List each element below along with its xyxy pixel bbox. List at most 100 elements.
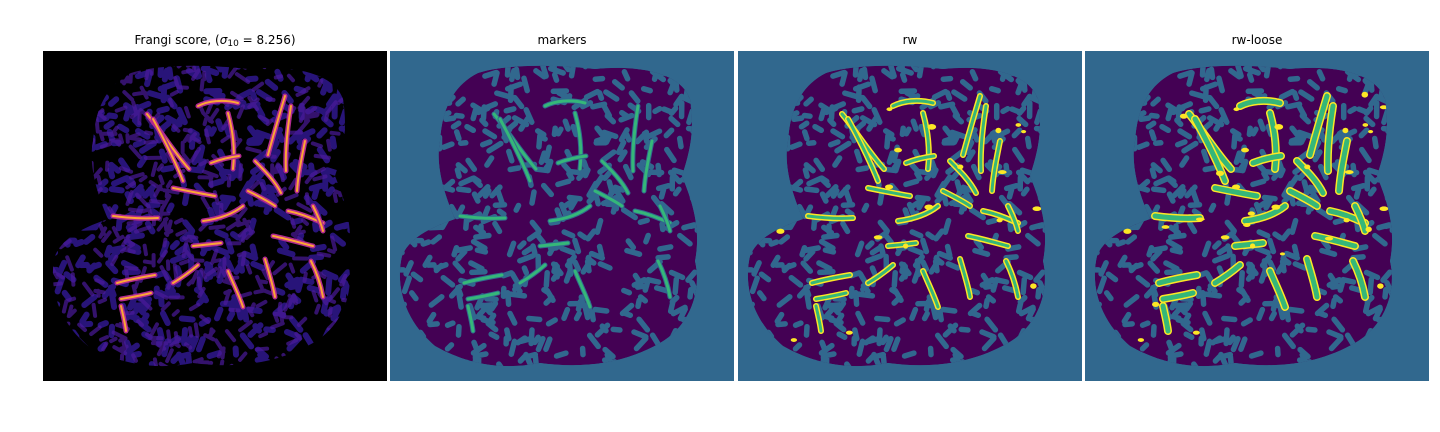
vessel-segment bbox=[1249, 152, 1285, 167]
vessel-segment bbox=[1241, 202, 1289, 225]
vessel-segment bbox=[1266, 267, 1289, 311]
rw-segmentation-image bbox=[738, 51, 1082, 381]
vessel-segment bbox=[989, 138, 1003, 194]
vessel-segment bbox=[225, 110, 237, 172]
vessel-fragment bbox=[1241, 147, 1249, 153]
vessel-fragment bbox=[1365, 226, 1372, 233]
vessel-segment bbox=[537, 240, 571, 249]
vessel-fragment bbox=[997, 170, 1007, 175]
vessel-fragment bbox=[924, 204, 934, 210]
vessel-segment bbox=[1159, 302, 1172, 335]
vessel-segment bbox=[885, 240, 919, 249]
vessel-segment bbox=[920, 110, 932, 172]
vessel-segment bbox=[809, 272, 853, 286]
vessel-segment bbox=[110, 213, 161, 221]
markers-image bbox=[390, 51, 734, 381]
vessel-segment bbox=[1303, 255, 1321, 301]
vessel-segment bbox=[1266, 109, 1280, 173]
vessel-segment bbox=[457, 213, 508, 221]
vessel-segment bbox=[270, 233, 316, 249]
vessel-fragment bbox=[1243, 222, 1251, 227]
vessel-segment bbox=[1351, 202, 1369, 235]
frangi-panel-title: Frangi score, (σ10 = 8.256) bbox=[134, 33, 296, 49]
vessel-segment bbox=[572, 110, 584, 172]
vessel-segment bbox=[517, 262, 548, 286]
vessel-fragment bbox=[1343, 217, 1350, 223]
vessel-fragment bbox=[1215, 170, 1225, 177]
vessel-segment bbox=[572, 268, 593, 310]
vessel-fragment bbox=[1247, 211, 1255, 216]
vessel-segment bbox=[465, 303, 476, 334]
vessel-segment bbox=[641, 138, 655, 194]
vessel-segment bbox=[630, 103, 641, 174]
vessel-segment bbox=[903, 153, 937, 166]
vessel-fragment bbox=[1030, 283, 1037, 289]
vessel-segment bbox=[1211, 261, 1244, 287]
vessel-segment bbox=[1349, 257, 1369, 301]
vessel-segment bbox=[283, 103, 294, 174]
vessel-fragment bbox=[902, 243, 909, 249]
vessel-segment bbox=[957, 256, 973, 300]
tissue-region bbox=[399, 65, 698, 367]
vessel-segment bbox=[960, 93, 983, 158]
vessel-segment bbox=[150, 116, 186, 184]
vessel-segment bbox=[1159, 289, 1197, 303]
vessel-segment bbox=[252, 158, 284, 196]
vessel-segment bbox=[1155, 271, 1201, 287]
vessel-fragment bbox=[1032, 206, 1042, 212]
vessel-segment bbox=[1335, 137, 1351, 195]
vessel-fragment bbox=[1271, 204, 1281, 210]
vessel-fragment bbox=[1161, 225, 1170, 229]
vessel-fragment bbox=[1304, 164, 1311, 170]
vessel-segment bbox=[895, 203, 941, 224]
vessel-segment bbox=[1323, 102, 1337, 175]
vessel-segment bbox=[310, 203, 326, 234]
tissue-region bbox=[747, 65, 1046, 367]
vessel-segment bbox=[170, 185, 218, 199]
vessel-segment bbox=[592, 188, 625, 209]
vessel-segment bbox=[1311, 232, 1359, 250]
vessel-fragment bbox=[1342, 127, 1349, 134]
vessel-segment bbox=[497, 116, 533, 184]
vessel-segment bbox=[813, 290, 849, 302]
vessel-segment bbox=[890, 97, 936, 109]
vessel-segment bbox=[1191, 115, 1229, 185]
vessel-fragment bbox=[996, 217, 1003, 223]
vessel-fragment bbox=[894, 147, 902, 153]
vessel-segment bbox=[1236, 96, 1284, 110]
vessel-segment bbox=[195, 98, 241, 109]
vessel-segment bbox=[1231, 239, 1267, 250]
vessel-segment bbox=[245, 188, 278, 209]
rw-loose-panel-title: rw-loose bbox=[1231, 33, 1283, 47]
rw-panel-title: rw bbox=[902, 33, 918, 47]
vessel-fragment bbox=[1231, 184, 1241, 190]
vessel-segment bbox=[555, 153, 589, 166]
vessel-fragment bbox=[1368, 130, 1374, 134]
vessel-segment bbox=[920, 268, 941, 310]
vessel-segment bbox=[865, 262, 896, 286]
vessel-fragment bbox=[1361, 91, 1369, 98]
vessel-fragment bbox=[957, 164, 964, 170]
tissue-region bbox=[1094, 65, 1393, 367]
vessel-fragment bbox=[1220, 235, 1230, 240]
vessel-segment bbox=[308, 258, 326, 300]
vessel-segment bbox=[977, 103, 989, 174]
vessel-segment bbox=[845, 116, 881, 184]
vessel-fragment bbox=[1123, 228, 1132, 234]
vessel-fragment bbox=[776, 228, 785, 234]
vessel-segment bbox=[1005, 203, 1021, 234]
vessel-fragment bbox=[873, 235, 883, 240]
vessel-segment bbox=[170, 262, 201, 286]
vessel-segment bbox=[1003, 258, 1021, 300]
vessel-fragment bbox=[845, 330, 853, 335]
vessel-segment bbox=[657, 203, 673, 234]
vessel-segment bbox=[262, 256, 278, 300]
vessel-fragment bbox=[1362, 123, 1369, 127]
vessel-segment bbox=[805, 213, 856, 222]
vessel-fragment bbox=[1379, 105, 1388, 110]
vessel-segment bbox=[200, 203, 246, 224]
vessel-fragment bbox=[995, 127, 1002, 134]
vessel-segment bbox=[1293, 157, 1327, 197]
vessel-fragment bbox=[790, 338, 798, 343]
vessel-fragment bbox=[1279, 252, 1286, 256]
